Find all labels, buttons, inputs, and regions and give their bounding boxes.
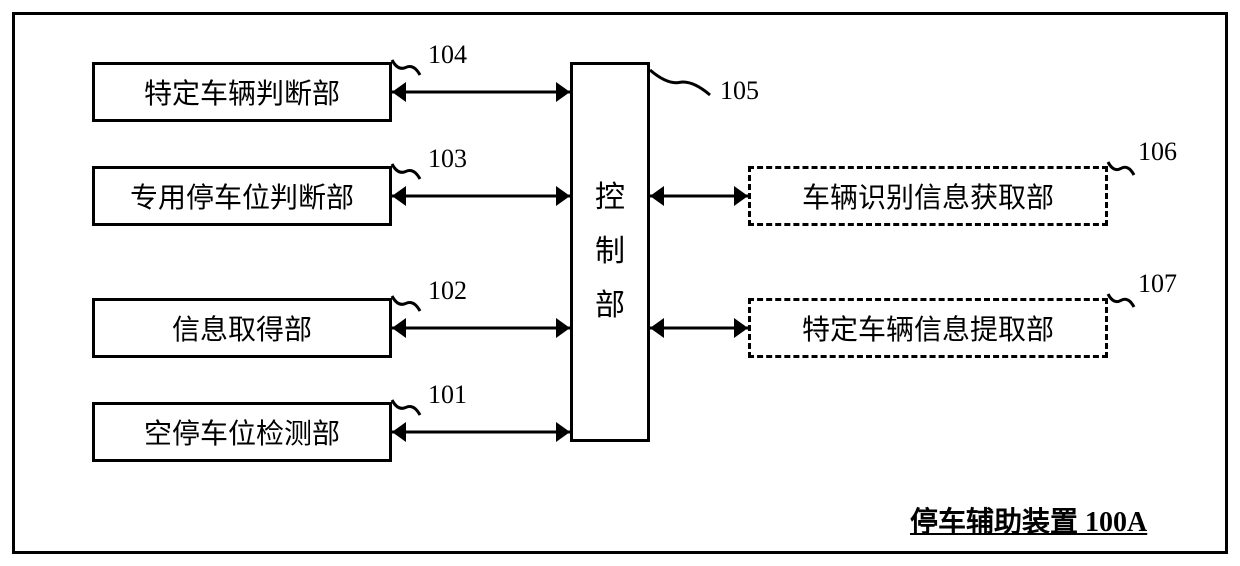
central-box-char: 制 [595, 225, 625, 279]
left-box-104: 特定车辆判断部 [92, 62, 392, 122]
box-label: 专用停车位判断部 [130, 176, 354, 216]
right-box-107: 特定车辆信息提取部 [748, 298, 1108, 358]
right-box-106: 车辆识别信息获取部 [748, 166, 1108, 226]
box-label: 特定车辆判断部 [144, 72, 340, 112]
box-label: 信息取得部 [172, 308, 312, 348]
ref-label-102: 102 [428, 276, 467, 306]
ref-label-106: 106 [1138, 137, 1177, 167]
ref-label-105: 105 [720, 76, 759, 106]
box-label: 特定车辆信息提取部 [802, 308, 1054, 348]
central-box-char: 控 [595, 171, 625, 225]
box-label: 车辆识别信息获取部 [802, 176, 1054, 216]
leader-squiggle-104 [380, 48, 432, 87]
central-box-char: 部 [595, 279, 625, 333]
left-box-103: 专用停车位判断部 [92, 166, 392, 226]
leader-squiggle-101 [380, 388, 432, 427]
connector-arrow-106 [630, 176, 768, 216]
ref-label-103: 103 [428, 144, 467, 174]
ref-label-104: 104 [428, 40, 467, 70]
left-box-102: 信息取得部 [92, 298, 392, 358]
leader-squiggle-103 [380, 152, 432, 191]
connector-arrow-107 [630, 308, 768, 348]
ref-label-107: 107 [1138, 269, 1177, 299]
left-box-101: 空停车位检测部 [92, 402, 392, 462]
box-label: 空停车位检测部 [144, 412, 340, 452]
ref-label-101: 101 [428, 380, 467, 410]
diagram-title: 停车辅助装置 100A [910, 500, 1147, 540]
central-box-105: 控制部 [570, 62, 650, 442]
leader-squiggle-102 [380, 284, 432, 323]
